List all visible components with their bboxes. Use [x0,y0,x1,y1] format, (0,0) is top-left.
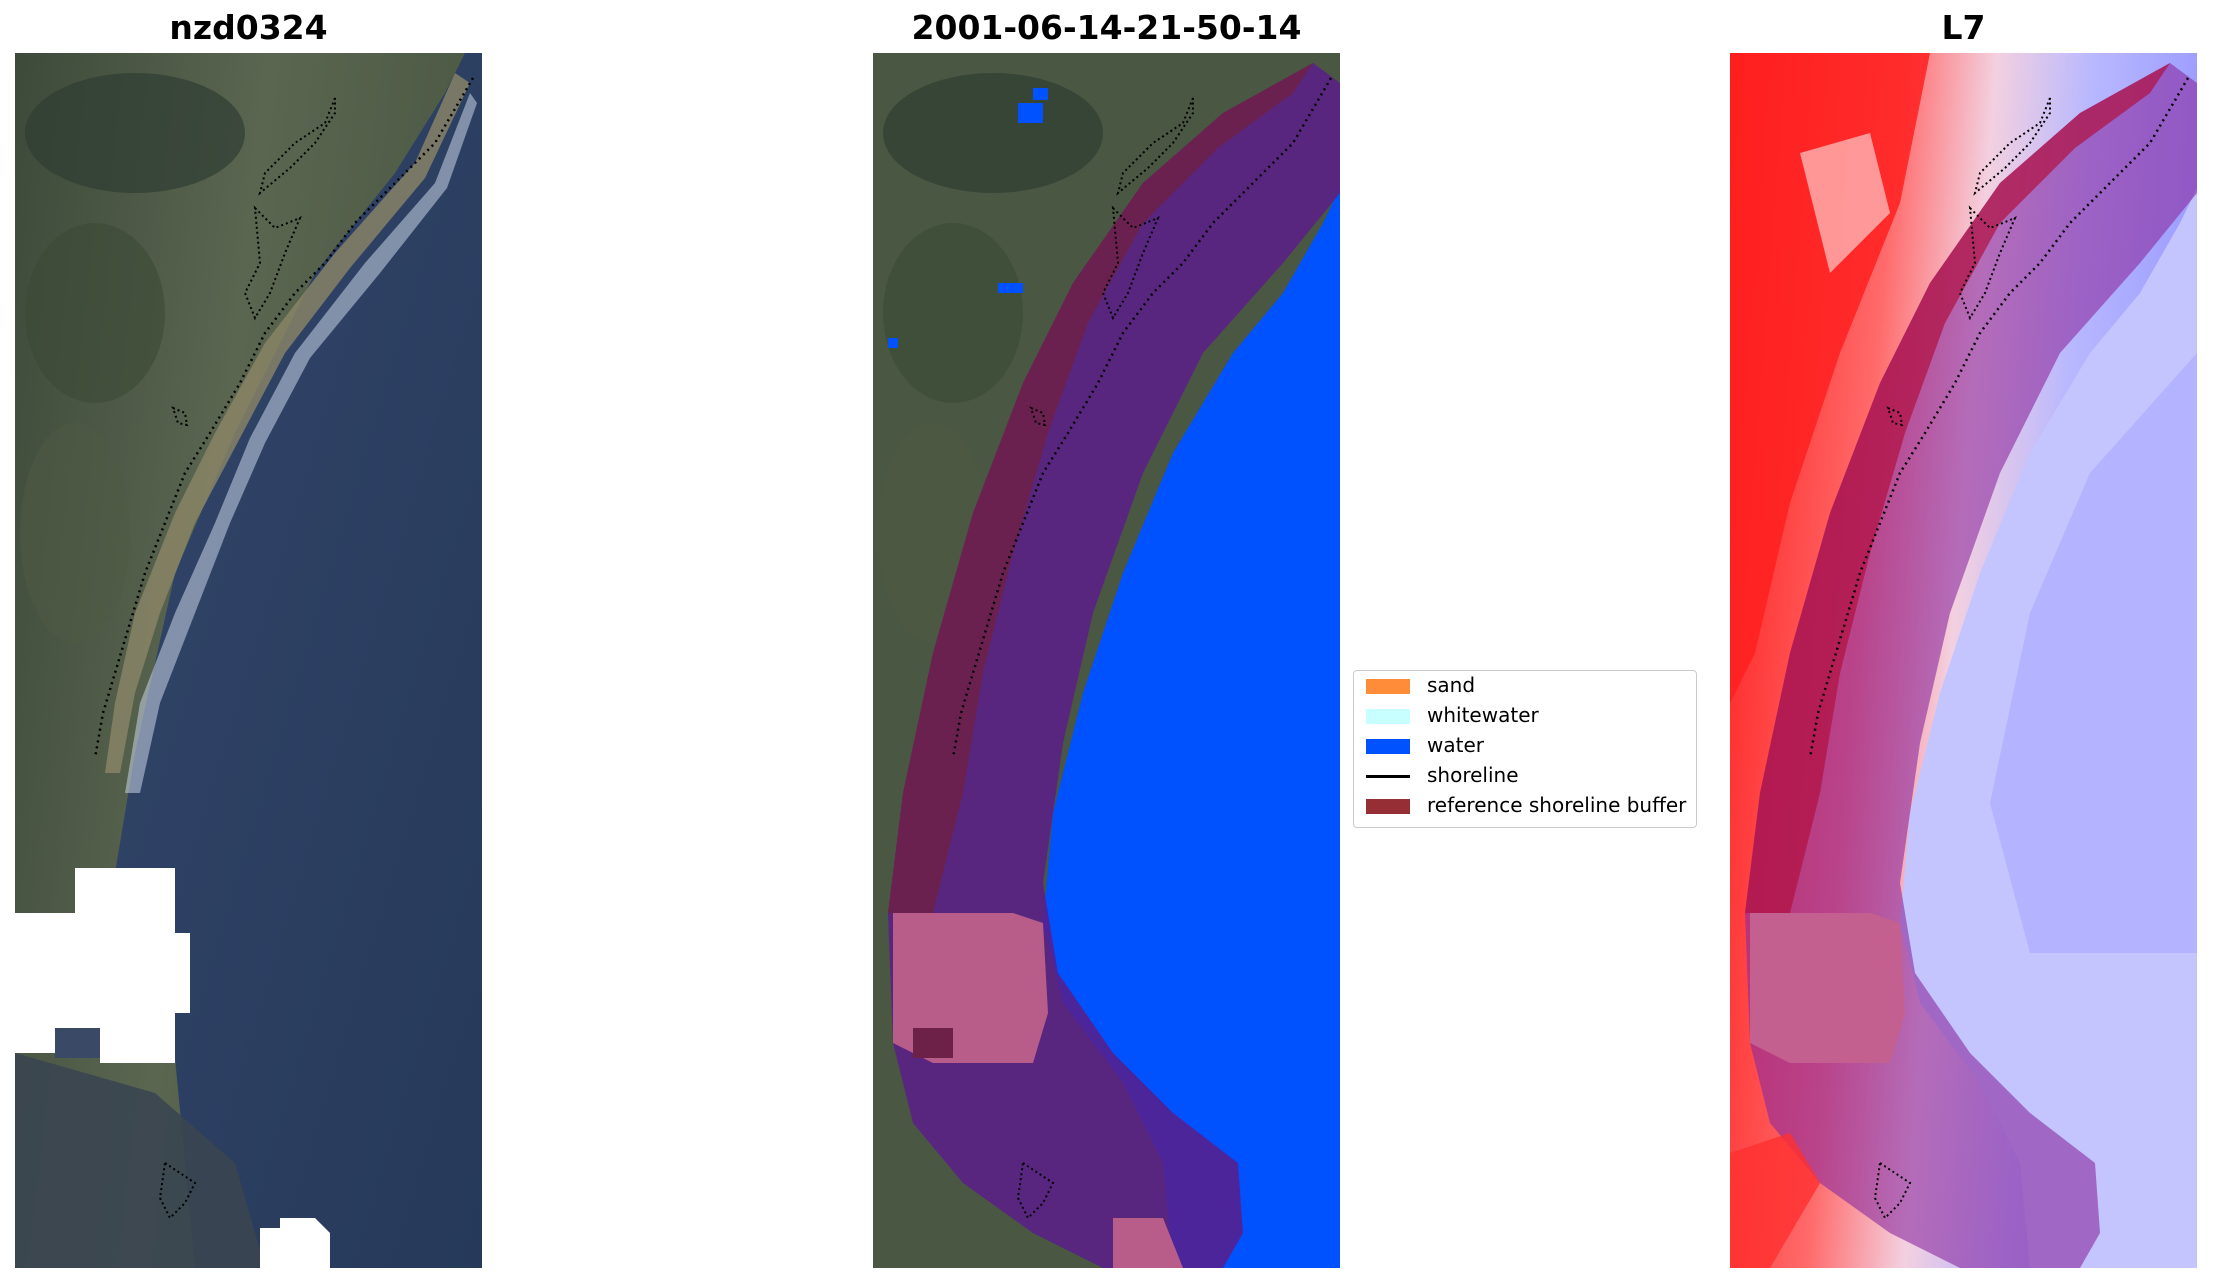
classification-image [873,53,1340,1268]
legend-item-reference-buffer: reference shoreline buffer [1360,791,1690,821]
legend-item-whitewater: whitewater [1360,701,1690,731]
panel-title-rgb: nzd0324 [169,8,328,47]
legend-label: whitewater [1427,703,1539,727]
legend-item-shoreline: shoreline [1360,761,1690,791]
legend: sand whitewater water shoreline referenc… [1353,670,1697,828]
panel-title-index: L7 [1941,8,1986,47]
legend-label: shoreline [1427,763,1519,787]
legend-label: reference shoreline buffer [1427,793,1687,817]
legend-item-sand: sand [1360,671,1690,701]
legend-item-water: water [1360,731,1690,761]
shoreline [951,77,1333,759]
legend-label: sand [1427,673,1476,697]
water-swatch [1366,739,1410,754]
sand-swatch [1366,679,1410,694]
shoreline-line-swatch [1366,775,1410,778]
panel-title-classification: 2001-06-14-21-50-14 [911,8,1302,47]
index-image [1730,53,2197,1268]
shoreline [1808,77,2190,759]
legend-label: water [1427,733,1484,757]
buffer-swatch [1366,799,1410,814]
shoreline [93,77,475,759]
whitewater-swatch [1366,709,1410,724]
rgb-satellite-image [15,53,482,1268]
